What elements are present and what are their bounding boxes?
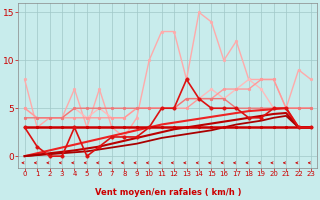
X-axis label: Vent moyen/en rafales ( km/h ): Vent moyen/en rafales ( km/h ) [95, 188, 241, 197]
